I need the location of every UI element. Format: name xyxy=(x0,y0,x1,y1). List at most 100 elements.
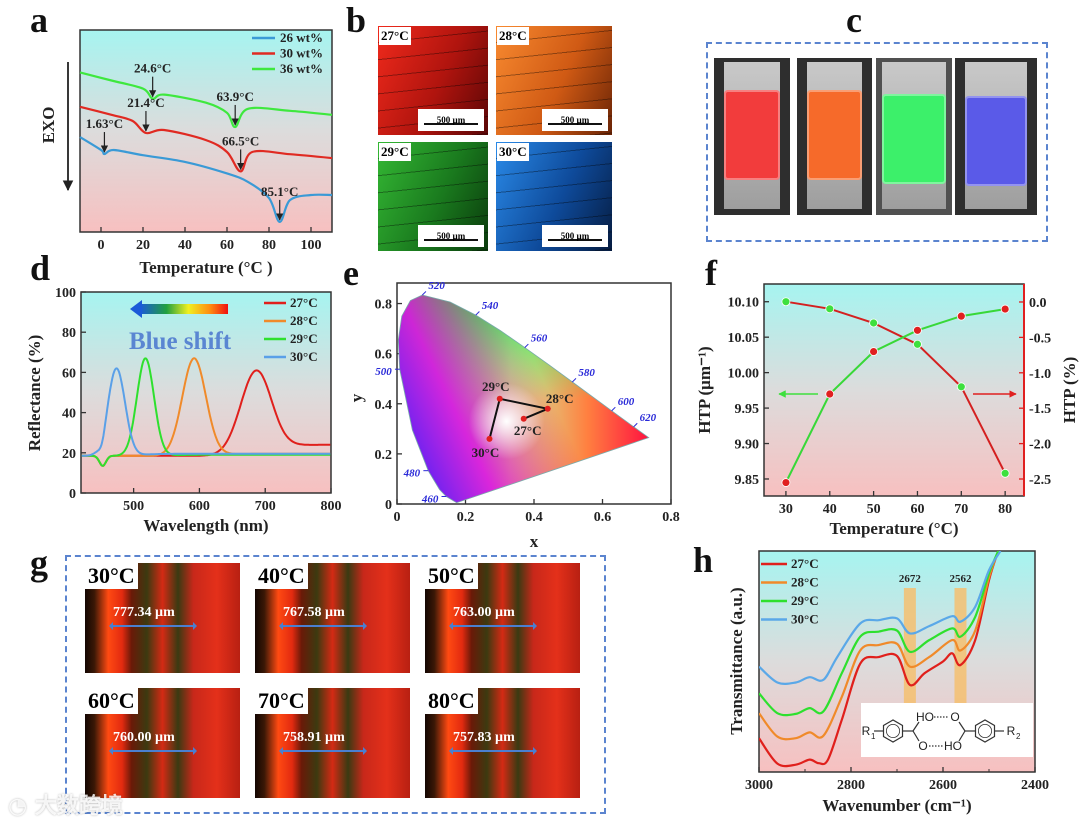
legend-label: 30°C xyxy=(791,612,819,627)
scale-bar-label: 500 µm xyxy=(436,231,466,241)
y-tick-label: -1.0 xyxy=(1029,367,1051,382)
pitch-image-80c: 80°C 757.83 µm xyxy=(425,688,580,798)
y-tick-label: -2.5 xyxy=(1029,473,1051,488)
pitch-label: 80°C xyxy=(425,688,478,714)
slide-orange xyxy=(797,58,872,215)
dsc-curve-26wt xyxy=(79,136,333,223)
pitch-image-70c: 70°C 758.91 µm xyxy=(255,688,410,798)
x-tick-label: 700 xyxy=(255,499,276,514)
wavelength-tick xyxy=(524,343,529,348)
wavelength-label: 620 xyxy=(640,412,657,424)
spectra-group xyxy=(81,357,331,467)
wavelength-label: 520 xyxy=(428,280,445,292)
y-tick-label: 0 xyxy=(385,498,392,513)
wavelength-label: 460 xyxy=(421,493,439,505)
legend-label: 29°C xyxy=(290,331,318,346)
chromaticity-point xyxy=(520,415,527,422)
y-tick-label: 0.4 xyxy=(375,398,393,413)
htp-line-right xyxy=(785,308,1006,483)
wavelength-tick xyxy=(572,378,577,383)
y-tick-label: 60 xyxy=(62,366,76,381)
panel-c-frame xyxy=(706,42,1048,242)
band-label: 2672 xyxy=(899,573,922,585)
ftir-curve-28C xyxy=(759,551,1000,741)
x-axis-label: x xyxy=(530,532,539,551)
film-orange xyxy=(807,90,862,180)
ftir-curve-29C xyxy=(759,551,1000,717)
x-tick-label: 600 xyxy=(189,499,210,514)
legend-label: 28°C xyxy=(791,575,819,590)
wavelength-tick xyxy=(611,406,616,412)
y-tick-label: 9.85 xyxy=(735,473,760,488)
pitch-measurement: 777.34 µm xyxy=(113,605,175,620)
pitch-image-50c: 50°C 763.00 µm xyxy=(425,563,580,673)
x-tick-label: 0.8 xyxy=(662,510,680,525)
pitch-label: 60°C xyxy=(85,688,138,714)
annotation-label: 1.63°C xyxy=(86,116,123,131)
x-tick-label: 100 xyxy=(301,238,322,253)
pitch-measurement: 760.00 µm xyxy=(113,730,175,745)
slide-green xyxy=(876,58,952,215)
plot-area-a xyxy=(79,29,333,233)
x-tick-label: 80 xyxy=(262,238,276,253)
panel-label-e: e xyxy=(343,253,359,293)
annotation-label: 85.1°C xyxy=(261,184,298,199)
y-tick-label: 0.0 xyxy=(1029,296,1047,311)
wavelength-label: 480 xyxy=(403,468,421,480)
r2-subscript: 2 xyxy=(1016,732,1021,741)
x-axis-label: Temperature (°C) xyxy=(829,519,958,538)
y-axis-label: y xyxy=(347,393,366,402)
panel-label-d: d xyxy=(30,248,51,288)
chromaticity-point xyxy=(544,405,551,412)
chromaticity-path xyxy=(488,397,552,440)
measure-arrow-icon xyxy=(449,622,537,630)
plot-area-f xyxy=(763,283,1025,497)
slide-red xyxy=(714,58,790,215)
y-axis-label: Transmittance (a.u.) xyxy=(727,587,746,734)
htp-marker-right xyxy=(869,347,879,356)
r2-label: R xyxy=(1007,724,1016,738)
inset-structure-box xyxy=(861,703,1033,757)
panel-g-frame xyxy=(65,555,606,814)
measure-arrow-icon xyxy=(279,622,367,630)
htp-marker-right xyxy=(956,311,966,321)
panel-label-b: b xyxy=(346,0,367,40)
dsc-curve-36wt xyxy=(79,71,333,129)
annotation-label: 66.5°C xyxy=(222,133,259,148)
x-tick-label: 50 xyxy=(867,502,881,517)
micrograph-28c: 28°C 500 µm xyxy=(496,26,612,135)
htp-marker-left xyxy=(913,339,922,349)
micrograph-label: 27°C xyxy=(379,27,411,45)
htp-marker-left xyxy=(956,382,966,392)
wavelength-tick xyxy=(633,422,638,428)
y-tick-label: 0 xyxy=(69,487,76,502)
micrograph-label: 30°C xyxy=(497,143,529,161)
htp-marker-right xyxy=(825,389,835,399)
wavelength-tick xyxy=(421,291,427,296)
pitch-label: 40°C xyxy=(255,563,308,589)
y-tick-label: 0.2 xyxy=(375,448,393,463)
x-tick-label: 0.4 xyxy=(525,510,543,525)
x-tick-label: 0.2 xyxy=(457,510,475,525)
watermark-logo: ◔ 大数跨境 xyxy=(8,794,123,819)
o-bottom-label: O xyxy=(918,739,927,753)
htp-marker-right xyxy=(913,325,922,335)
y-tick-label: 10.10 xyxy=(728,296,760,311)
y-axis-label-left: HTP (μm⁻¹) xyxy=(695,346,714,433)
reflectance-curve-30C xyxy=(81,367,331,457)
x-axis-label: Wavelength (nm) xyxy=(143,516,268,535)
x-tick-label: 60 xyxy=(220,238,234,253)
point-label: 27°C xyxy=(514,423,542,438)
x-tick-label: 3000 xyxy=(745,778,773,793)
benzene-ring-left-aromatic xyxy=(886,724,901,739)
bond xyxy=(912,730,920,742)
panel-label-g: g xyxy=(30,543,48,583)
x-tick-label: 800 xyxy=(321,499,342,514)
blue-shift-label: Blue shift xyxy=(129,328,232,355)
y-tick-label: 0.6 xyxy=(375,348,393,363)
x-tick-label: 2600 xyxy=(929,778,957,793)
x-tick-label: 0 xyxy=(98,238,105,253)
x-tick-label: 0 xyxy=(394,510,401,525)
y-tick-label: 10.00 xyxy=(728,367,760,382)
measure-arrow-icon xyxy=(109,622,197,630)
